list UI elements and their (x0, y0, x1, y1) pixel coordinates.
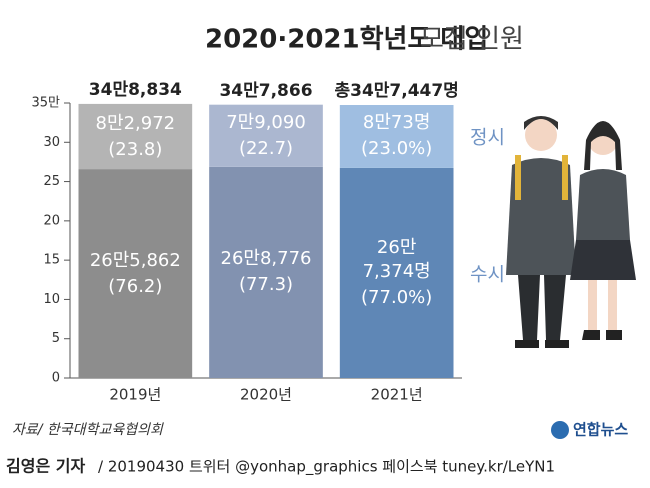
bar-segment (78, 169, 193, 378)
total-label: 34만8,834 (88, 79, 182, 100)
x-tick-label: 2019년 (109, 386, 161, 404)
bar-segment (209, 166, 323, 378)
legend-label: 정시 (470, 126, 505, 149)
bar-segment (209, 104, 323, 167)
source: 자료/ 한국대학교육협의회 (12, 422, 164, 438)
credit: 김영은 기자 (6, 457, 85, 476)
y-tick-label: 0 (52, 371, 60, 386)
y-tick-label: 35만 (31, 96, 60, 111)
students (506, 116, 636, 348)
bar-segment (339, 105, 454, 168)
value-label: 26만5,862 (89, 249, 181, 271)
chart-title: 2020·2021학년도 대입 (205, 25, 488, 55)
value-label: 26만8,776 (220, 248, 312, 270)
chart-title-light: 모집 인원 (420, 25, 524, 55)
y-tick-label: 20 (43, 213, 60, 228)
y-tick-label: 25 (43, 174, 60, 189)
logo: 연합뉴스 (573, 421, 628, 439)
y-tick-label: 5 (52, 331, 60, 346)
y-tick-label: 30 (43, 135, 60, 150)
footer: / 20190430 트위터 @yonhap_graphics 페이스북 tun… (98, 458, 555, 477)
share-label: (23.0%) (361, 138, 433, 160)
total-label: 총34만7,447명 (334, 81, 459, 101)
share-label: (77.0%) (361, 286, 433, 308)
x-tick-label: 2021년 (371, 386, 423, 404)
bar-segment (339, 167, 454, 378)
share-label: (77.3) (238, 274, 294, 296)
y-tick-label: 10 (43, 292, 60, 307)
value-label: 26만 7,374명 (362, 236, 431, 282)
bar-segment (78, 103, 193, 170)
legend-label: 수시 (470, 263, 505, 286)
share-label: (76.2) (108, 275, 163, 297)
share-label: (22.7) (238, 137, 294, 159)
share-label: (23.8) (108, 138, 163, 160)
value-label: 7만9,090 (226, 111, 306, 133)
total-label: 34만7,866 (219, 80, 313, 101)
logo-icon (551, 421, 569, 439)
value-label: 8만2,972 (95, 112, 176, 134)
y-tick-label: 15 (43, 253, 60, 268)
value-label: 8만73명 (362, 112, 431, 134)
x-tick-label: 2020년 (240, 386, 292, 404)
